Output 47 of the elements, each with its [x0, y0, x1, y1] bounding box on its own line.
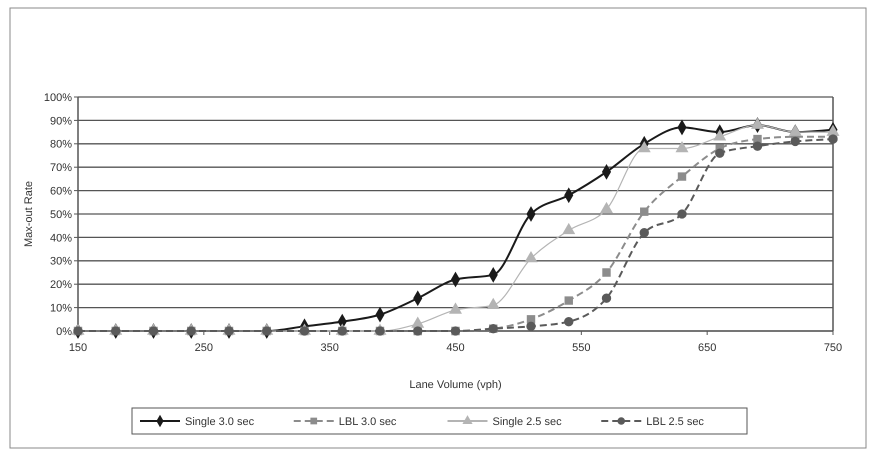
point [564, 296, 573, 305]
x-tick-label: 250 [194, 342, 214, 354]
point [676, 141, 688, 152]
y-axis-title: Max-out Rate [23, 180, 35, 248]
point [677, 209, 687, 219]
legend-label: Single 3.0 sec [185, 416, 255, 428]
point [602, 268, 611, 277]
point [564, 316, 574, 326]
point [790, 136, 800, 146]
point [678, 172, 686, 181]
point [638, 141, 650, 152]
y-tick-label: 80% [50, 138, 72, 151]
point [789, 125, 802, 136]
point [640, 228, 649, 238]
x-tick-label: 650 [698, 342, 716, 354]
point [562, 223, 575, 234]
point [526, 322, 536, 331]
point [828, 134, 838, 144]
legend-label: LBL 3.0 sec [338, 416, 397, 428]
x-tick-label: 150 [68, 342, 88, 354]
point [602, 294, 612, 303]
y-tick-label: 60% [50, 185, 72, 198]
x-tick-label: 750 [824, 342, 842, 354]
point [715, 148, 724, 158]
point [640, 207, 648, 216]
legend-label: LBL 2.5 sec [646, 416, 704, 428]
x-axis-title: Lane Volume (vph) [409, 379, 502, 391]
point [826, 125, 840, 136]
legend-label: Single 2.5 sec [492, 416, 562, 428]
x-tick-label: 450 [446, 342, 465, 354]
y-tick-label: 50% [50, 208, 72, 221]
y-tick-label: 20% [50, 279, 72, 292]
point [752, 141, 762, 151]
y-tick-label: 10% [50, 302, 72, 314]
point [487, 298, 500, 310]
y-tick-label: 30% [50, 256, 72, 268]
y-tick-label: 40% [50, 232, 72, 244]
point [524, 251, 538, 262]
y-tick-label: 90% [50, 115, 72, 128]
x-tick-label: 350 [320, 342, 339, 354]
x-tick-label: 550 [572, 342, 591, 354]
point [714, 130, 726, 141]
point [751, 118, 764, 129]
y-tick-label: 70% [50, 162, 72, 174]
y-tick-label: 0% [56, 326, 72, 338]
point [600, 202, 613, 214]
y-tick-label: 100% [44, 92, 72, 104]
